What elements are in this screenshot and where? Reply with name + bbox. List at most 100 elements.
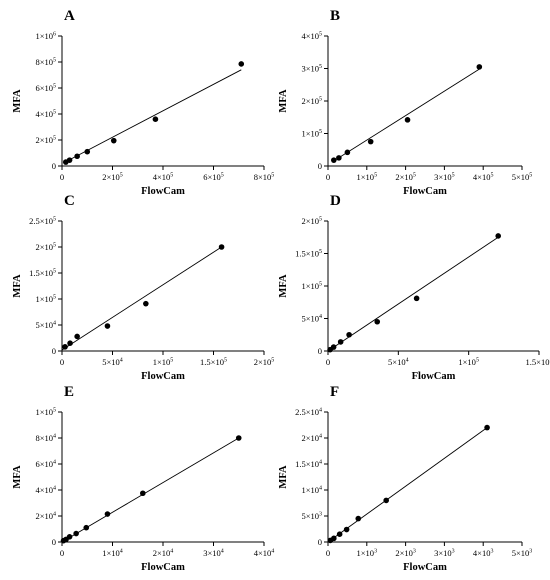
x-axis-title: FlowCam: [403, 562, 447, 573]
data-point: [484, 424, 490, 431]
data-point: [331, 535, 337, 542]
data-point: [476, 64, 483, 70]
x-axis-title: FlowCam: [141, 371, 185, 382]
y-tick-label: 0: [318, 161, 322, 171]
data-point: [235, 435, 242, 441]
y-tick-label: 1×105: [35, 294, 56, 304]
data-point: [343, 526, 350, 533]
data-point: [331, 157, 337, 163]
data-point: [238, 61, 245, 67]
x-tick-label: 0: [326, 357, 330, 367]
x-tick-label: 4×103: [473, 548, 494, 558]
data-point: [330, 344, 337, 350]
x-tick-label: 1×104: [102, 548, 123, 558]
y-tick-label: 1×106: [35, 31, 56, 41]
y-tick-label: 2×105: [301, 216, 322, 226]
x-axis-title: FlowCam: [141, 186, 185, 197]
data-point: [74, 153, 80, 160]
data-point: [218, 244, 225, 250]
x-tick-label: 1.5×105: [200, 357, 227, 367]
y-tick-label: 2×105: [35, 242, 56, 252]
y-tick-label: 0: [318, 537, 322, 547]
y-tick-label: 0: [52, 346, 56, 356]
y-tick-label: 2×105: [301, 96, 322, 106]
x-axis-title: FlowCam: [403, 186, 447, 197]
x-axis-title: FlowCam: [141, 562, 185, 573]
y-tick-label: 2×104: [301, 433, 322, 443]
panel-letter: A: [64, 8, 75, 24]
y-axis-title: MFA: [12, 274, 23, 298]
y-tick-label: 2×104: [35, 511, 56, 521]
data-point: [344, 149, 351, 156]
data-point: [140, 490, 146, 497]
x-tick-label: 0: [60, 172, 64, 182]
x-tick-label: 1×105: [357, 172, 378, 182]
y-tick-label: 6×104: [35, 459, 56, 469]
y-tick-label: 5×104: [301, 314, 322, 324]
y-tick-label: 1.5×104: [295, 459, 322, 469]
regression-line: [61, 246, 222, 351]
x-tick-label: 5×104: [388, 357, 409, 367]
data-point: [337, 339, 344, 345]
y-tick-label: 2.5×105: [29, 216, 56, 226]
data-point: [383, 497, 390, 504]
regression-line: [331, 68, 480, 163]
data-point: [143, 300, 149, 307]
data-point: [83, 524, 90, 531]
data-point: [84, 148, 91, 155]
panel-c: C 0 5×104 1×105 1.5×105 2×105 2.5×105 0 5×104 1×1…: [12, 193, 274, 382]
data-point: [66, 534, 73, 540]
y-tick-label: 0: [52, 161, 56, 171]
x-tick-label: 0: [326, 172, 330, 182]
y-tick-label: 1.5×105: [295, 249, 322, 259]
data-point: [67, 340, 73, 347]
y-tick-label: 4×105: [301, 31, 322, 41]
y-tick-label: 1×105: [35, 407, 56, 417]
data-point: [404, 117, 411, 123]
data-point: [152, 116, 159, 122]
panel-letter: E: [64, 384, 74, 400]
x-tick-label: 2×103: [395, 548, 416, 558]
y-tick-label: 5×104: [35, 320, 56, 330]
x-tick-label: 1×103: [357, 548, 378, 558]
y-tick-label: 8×104: [35, 433, 56, 443]
y-axis-title: MFA: [278, 89, 289, 113]
panel-e: E 0 2×104 4×104 6×104 8×104 1×105 0 1×104 2×104 3×…: [12, 384, 274, 573]
y-tick-label: 6×105: [35, 83, 56, 93]
panel-letter: B: [330, 8, 340, 24]
data-point: [62, 344, 68, 350]
regression-line: [327, 236, 499, 352]
panel-b: B 0 1×105 2×105 3×105 4×105 0 1×105 2×105 3×105 4×…: [278, 8, 532, 197]
data-point: [346, 331, 352, 338]
y-tick-label: 2×105: [35, 135, 56, 145]
x-tick-label: 3×105: [434, 172, 455, 182]
regression-line: [327, 427, 488, 543]
x-tick-label: 2×105: [395, 172, 416, 182]
data-point: [355, 515, 362, 522]
data-point: [110, 137, 117, 144]
data-point: [73, 530, 79, 537]
panel-a: A 0 2×105 4×105 6×105 8×105 1×106 0 2×105 4×105 6×…: [12, 8, 274, 197]
y-tick-label: 8×105: [35, 57, 56, 67]
x-tick-label: 3×103: [434, 548, 455, 558]
panel-letter: C: [64, 193, 75, 209]
x-tick-label: 0: [60, 357, 64, 367]
x-tick-label: 8×105: [254, 172, 275, 182]
data-point: [336, 531, 343, 537]
x-tick-label: 2×105: [254, 357, 275, 367]
x-tick-label: 1×105: [458, 357, 479, 367]
y-axis-title: MFA: [278, 465, 289, 489]
x-tick-label: 5×103: [512, 548, 533, 558]
regression-line: [64, 69, 242, 163]
data-point: [495, 233, 502, 239]
x-tick-label: 4×104: [254, 548, 275, 558]
regression-line: [61, 437, 239, 543]
x-tick-label: 1.5×105: [526, 357, 550, 367]
y-tick-label: 1×104: [301, 485, 322, 495]
y-tick-label: 3×105: [301, 64, 322, 74]
data-point: [374, 318, 381, 325]
x-axis-title: FlowCam: [412, 371, 456, 382]
panel-d: D 0 5×104 1×105 1.5×105 2×105 0 5×104 1×105 1.5×1…: [278, 193, 550, 382]
x-tick-label: 1×105: [153, 357, 174, 367]
data-point: [104, 323, 111, 329]
